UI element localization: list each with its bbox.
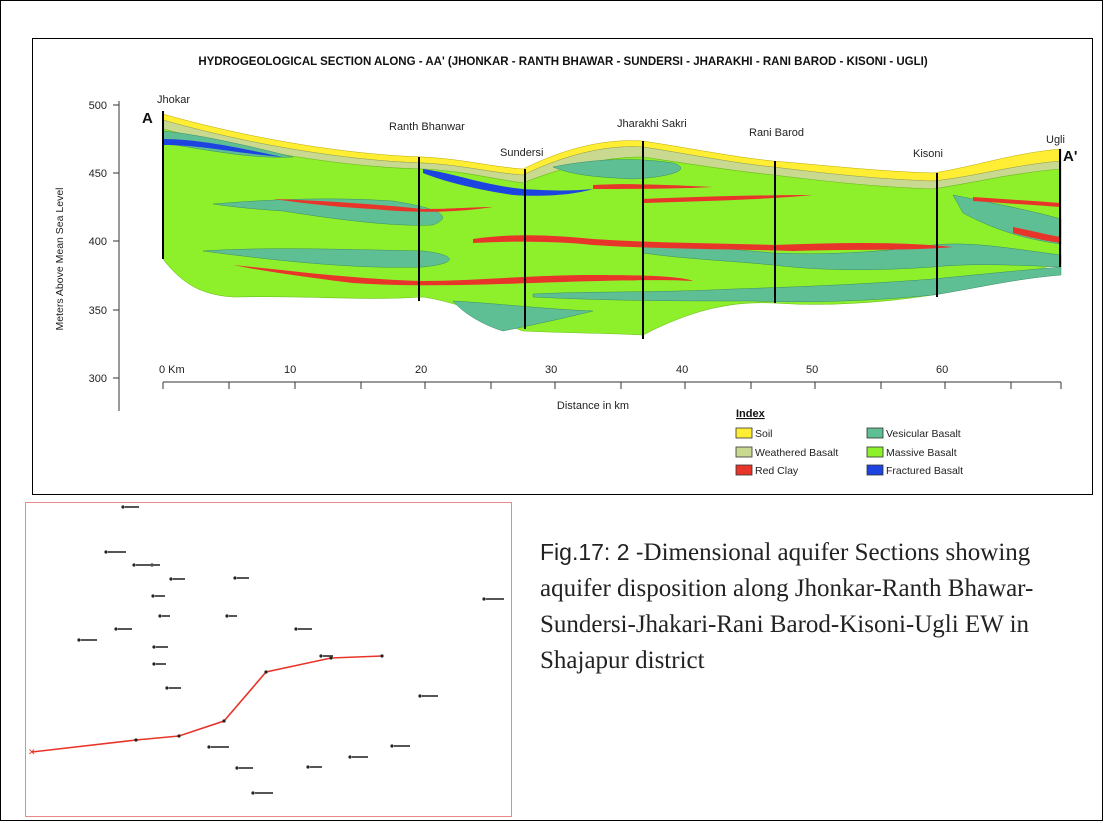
figure-caption-label: Fig.17: 2 - xyxy=(540,539,644,565)
well-label-rani-barod: Rani Barod xyxy=(749,127,804,139)
legend-title: Index xyxy=(736,408,766,420)
well-label-ugli: Ugli xyxy=(1046,134,1065,146)
legend-swatch-vesicular-basalt xyxy=(866,427,884,439)
section-route-line xyxy=(31,655,383,753)
well-label-sundersi: Sundersi xyxy=(500,147,543,159)
legend: Index Soil Weathered Basalt Red Clay Ves… xyxy=(735,408,963,477)
well-label-ranth-bhanwar: Ranth Bhanwar xyxy=(389,121,465,133)
figure-caption: Fig.17: 2 -Dimensional aquifer Sections … xyxy=(540,534,1080,679)
y-axis-label: Meters Above Mean Sea Level xyxy=(54,187,66,330)
well-label-jhokar: Jhokar xyxy=(157,94,190,106)
route-start-marker-icon: ✕ xyxy=(28,747,36,757)
location-map-svg: ✕ xyxy=(28,505,504,795)
y-tick-label: 400 xyxy=(89,236,107,248)
x-tick-label: 60 xyxy=(936,364,948,376)
section-end-a: A xyxy=(142,110,153,127)
section-title: HYDROGEOLOGICAL SECTION ALONG - AA' (JHO… xyxy=(198,56,928,68)
legend-swatch-red-clay xyxy=(735,464,753,476)
x-tick-label: 10 xyxy=(284,364,296,376)
village-label-marks xyxy=(81,506,504,794)
legend-swatch-weathered-basalt xyxy=(735,446,753,458)
legend-swatch-soil xyxy=(735,427,753,439)
legend-label: Massive Basalt xyxy=(886,447,957,459)
legend-label: Red Clay xyxy=(755,465,799,477)
y-tick-label: 350 xyxy=(89,305,107,317)
figure-caption-text: Dimensional aquifer Sections showing aqu… xyxy=(540,539,1034,674)
section-end-a-prime: A' xyxy=(1063,148,1077,165)
x-tick-label: 40 xyxy=(676,364,688,376)
well-lines xyxy=(162,111,1061,339)
y-tick-label: 500 xyxy=(89,100,107,112)
legend-label: Weathered Basalt xyxy=(755,447,838,459)
y-tick-label: 450 xyxy=(89,168,107,180)
legend-label: Soil xyxy=(755,428,773,440)
x-tick-label: 20 xyxy=(415,364,427,376)
legend-swatch-fractured-basalt xyxy=(866,464,884,476)
well-label-kisoni: Kisoni xyxy=(913,148,943,160)
x-tick-label: 50 xyxy=(806,364,818,376)
x-axis-label: Distance in km xyxy=(557,400,629,412)
x-tick-label: 0 Km xyxy=(159,364,185,376)
geology-layers xyxy=(162,113,1062,336)
route-well-markers xyxy=(134,654,384,742)
hydrogeological-section-panel: HYDROGEOLOGICAL SECTION ALONG - AA' (JHO… xyxy=(32,38,1093,495)
y-tick-label: 300 xyxy=(89,373,107,385)
legend-label: Vesicular Basalt xyxy=(886,428,961,440)
legend-swatch-massive-basalt xyxy=(866,446,884,458)
well-label-jharakhi-sakri: Jharakhi Sakri xyxy=(617,118,687,130)
legend-label: Fractured Basalt xyxy=(886,465,963,477)
village-markers xyxy=(77,505,486,795)
section-diagram: HYDROGEOLOGICAL SECTION ALONG - AA' (JHO… xyxy=(54,56,1077,477)
location-map: ✕ xyxy=(25,502,512,817)
x-tick-label: 30 xyxy=(545,364,557,376)
